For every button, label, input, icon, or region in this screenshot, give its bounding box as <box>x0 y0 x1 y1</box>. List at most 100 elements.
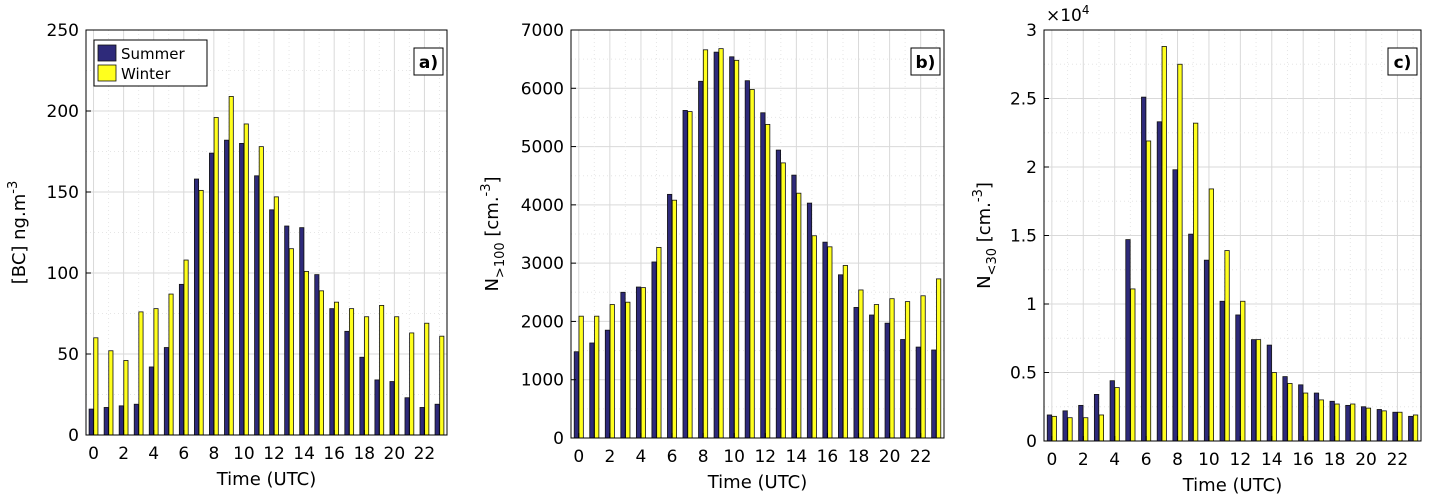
panel-label-box <box>1387 47 1418 76</box>
bar-winter <box>1350 403 1356 442</box>
bar-summer <box>1313 392 1320 442</box>
x-tick-label: 14 <box>293 444 315 464</box>
bar-winter <box>108 350 114 436</box>
bar-winter <box>578 315 584 439</box>
bar-winter <box>364 316 370 436</box>
bar-summer <box>853 307 859 439</box>
x-axis-label: Time (UTC) <box>707 472 808 493</box>
bar-winter <box>333 301 340 436</box>
bar-summer <box>1219 300 1225 442</box>
y-tick-label: 0 <box>1026 432 1037 452</box>
bar-winter <box>1177 63 1183 442</box>
y-tick-label: 4000 <box>521 196 564 216</box>
bar-summer <box>1203 259 1210 442</box>
bar-summer <box>822 241 828 439</box>
x-tick-label: 10 <box>233 444 255 464</box>
bar-summer <box>389 381 395 436</box>
x-tick-label: 4 <box>148 444 159 464</box>
x-tick-label: 12 <box>754 447 776 467</box>
bar-winter <box>1067 417 1073 442</box>
bar-winter <box>379 304 385 436</box>
bar-summer <box>329 308 335 436</box>
axes-box <box>570 29 945 439</box>
bar-summer <box>667 193 673 439</box>
bar-winter <box>718 48 724 439</box>
bar-winter <box>288 248 294 436</box>
bar-summer <box>314 274 320 436</box>
bar-summer <box>1156 121 1162 442</box>
bar-summer <box>1392 411 1398 442</box>
y-tick-label: 0 <box>553 429 564 449</box>
bar-summer <box>1282 376 1288 442</box>
y-tick-label: 50 <box>57 345 79 365</box>
bar-summer <box>148 366 154 436</box>
bar-summer <box>1125 239 1131 442</box>
bar-summer <box>1298 384 1304 442</box>
x-tick-label: 0 <box>1046 450 1057 470</box>
bar-winter <box>318 290 324 436</box>
bar-winter <box>183 259 189 436</box>
bar-winter <box>780 162 786 439</box>
bar-summer <box>931 349 937 439</box>
bar-summer <box>1188 233 1194 442</box>
x-tick-label: 16 <box>1292 450 1314 470</box>
plot-area <box>571 30 944 438</box>
bar-winter <box>702 49 709 439</box>
bar-summer <box>103 407 109 436</box>
bar-summer <box>1093 394 1100 442</box>
bar-summer <box>806 202 813 439</box>
bar-winter <box>1208 188 1214 442</box>
bar-summer <box>573 351 579 439</box>
bar-winter <box>394 316 400 436</box>
bar-summer <box>344 330 350 436</box>
bar-winter <box>1271 372 1277 442</box>
bar-summer <box>1078 404 1084 442</box>
bar-winter <box>243 123 249 436</box>
bar-winter <box>873 304 880 439</box>
x-tick-label: 0 <box>88 444 99 464</box>
bar-winter <box>198 189 204 436</box>
panel-label-box <box>910 47 941 76</box>
bar-winter <box>1397 411 1403 442</box>
panel-label: b) <box>916 53 936 73</box>
y-tick-label: 250 <box>47 21 79 41</box>
bar-winter <box>1381 410 1387 442</box>
bar-summer <box>1172 169 1178 442</box>
bar-winter <box>168 293 174 436</box>
bar-winter <box>936 278 942 439</box>
bar-summer <box>434 403 440 436</box>
bar-winter <box>796 192 802 439</box>
legend-label-summer: Summer <box>121 45 185 63</box>
bar-summer <box>374 379 380 436</box>
legend-label-winter: Winter <box>121 65 171 83</box>
bar-winter <box>765 124 771 439</box>
bar-winter <box>749 89 755 439</box>
bar-winter <box>889 298 895 439</box>
bar-winter <box>1051 415 1057 442</box>
bar-summer <box>915 346 921 439</box>
bar-winter <box>827 246 833 439</box>
x-tick-label: 6 <box>667 447 678 467</box>
x-tick-label: 2 <box>118 444 129 464</box>
bar-winter <box>687 111 693 439</box>
bar-winter <box>640 287 646 439</box>
bar-winter <box>349 308 355 436</box>
bar-winter <box>1114 387 1120 442</box>
y-tick-label: 2.5 <box>1010 90 1037 110</box>
x-tick-label: 18 <box>353 444 375 464</box>
bar-winter <box>93 337 99 436</box>
bar-summer <box>284 225 290 436</box>
y-tick-label: 1000 <box>521 371 564 391</box>
bar-summer <box>604 329 611 439</box>
bar-summer <box>299 227 305 436</box>
x-tick-label: 18 <box>1324 450 1346 470</box>
y-tick-label: 0 <box>68 426 79 446</box>
bar-winter <box>273 196 279 436</box>
bar-winter <box>811 235 817 439</box>
bar-summer <box>713 51 719 439</box>
y-axis-exponent: ×104 <box>1046 3 1090 26</box>
